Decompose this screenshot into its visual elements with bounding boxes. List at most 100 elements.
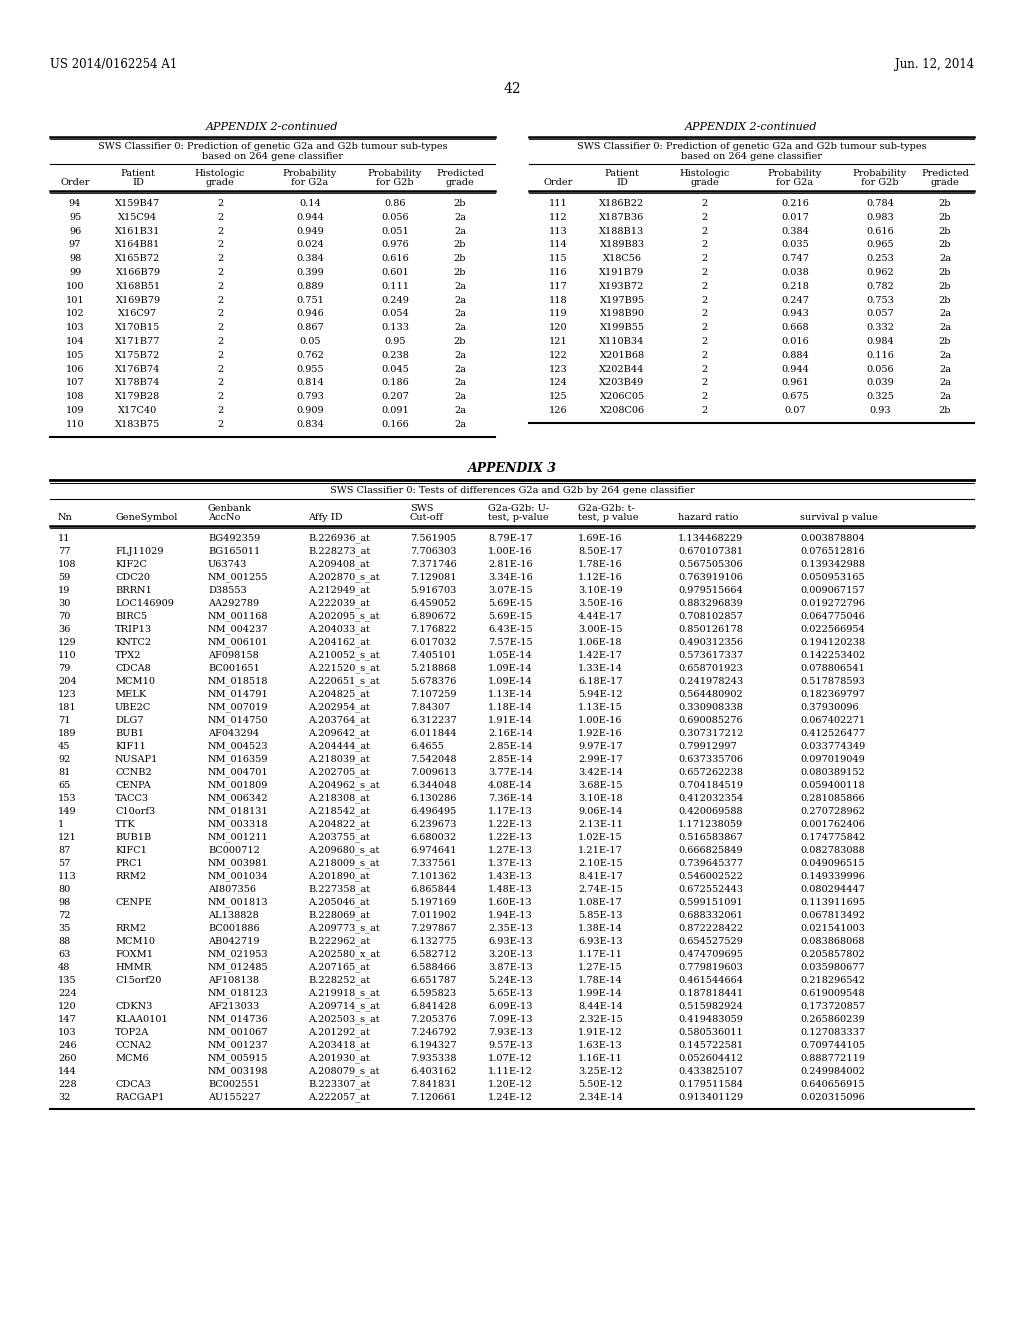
Text: FLJ11029: FLJ11029 bbox=[115, 546, 164, 556]
Text: 0.616: 0.616 bbox=[381, 255, 409, 263]
Text: 120: 120 bbox=[58, 1002, 77, 1011]
Text: 1.08E-17: 1.08E-17 bbox=[578, 898, 623, 907]
Text: 5.69E-15: 5.69E-15 bbox=[488, 611, 532, 620]
Text: 95: 95 bbox=[69, 213, 81, 222]
Text: 0.082783088: 0.082783088 bbox=[800, 846, 864, 854]
Text: 77: 77 bbox=[58, 546, 71, 556]
Text: Order: Order bbox=[60, 178, 90, 187]
Text: A.204162_at: A.204162_at bbox=[308, 638, 370, 647]
Text: 6.194327: 6.194327 bbox=[410, 1040, 457, 1049]
Text: 87: 87 bbox=[58, 846, 71, 854]
Text: 2a: 2a bbox=[454, 420, 466, 429]
Text: X186B22: X186B22 bbox=[599, 199, 645, 209]
Text: 0.850126178: 0.850126178 bbox=[678, 624, 742, 634]
Text: 0.14: 0.14 bbox=[299, 199, 321, 209]
Text: 0.067813492: 0.067813492 bbox=[800, 911, 865, 920]
Text: BG492359: BG492359 bbox=[208, 533, 260, 543]
Text: NM_006101: NM_006101 bbox=[208, 638, 268, 647]
Text: 2: 2 bbox=[701, 268, 709, 277]
Text: 7.935338: 7.935338 bbox=[410, 1053, 457, 1063]
Text: 126: 126 bbox=[549, 407, 567, 414]
Text: 0.946: 0.946 bbox=[296, 309, 324, 318]
Text: 0.249984002: 0.249984002 bbox=[800, 1067, 865, 1076]
Text: BIRC5: BIRC5 bbox=[115, 611, 147, 620]
Text: DLG7: DLG7 bbox=[115, 715, 143, 725]
Text: 7.57E-15: 7.57E-15 bbox=[488, 638, 532, 647]
Text: 2a: 2a bbox=[939, 255, 951, 263]
Text: APPENDIX 2-continued: APPENDIX 2-continued bbox=[685, 121, 818, 132]
Text: 2: 2 bbox=[701, 364, 709, 374]
Text: A.204033_at: A.204033_at bbox=[308, 624, 370, 635]
Text: 2.34E-14: 2.34E-14 bbox=[578, 1093, 623, 1102]
Text: 1.91E-14: 1.91E-14 bbox=[488, 715, 532, 725]
Text: 1.92E-16: 1.92E-16 bbox=[578, 729, 623, 738]
Text: 0.039: 0.039 bbox=[866, 379, 894, 387]
Text: 129: 129 bbox=[58, 638, 77, 647]
Text: 0.054: 0.054 bbox=[381, 309, 409, 318]
Text: 1.171238059: 1.171238059 bbox=[678, 820, 743, 829]
Text: 2: 2 bbox=[701, 240, 709, 249]
Text: 5.69E-15: 5.69E-15 bbox=[488, 598, 532, 607]
Text: 0.332: 0.332 bbox=[866, 323, 894, 333]
Text: BUB1: BUB1 bbox=[115, 729, 144, 738]
Text: 1.16E-11: 1.16E-11 bbox=[578, 1053, 623, 1063]
Text: for G2a: for G2a bbox=[292, 178, 329, 187]
Text: Jun. 12, 2014: Jun. 12, 2014 bbox=[895, 58, 974, 71]
Text: NM_001809: NM_001809 bbox=[208, 780, 268, 791]
Text: HMMR: HMMR bbox=[115, 962, 152, 972]
Text: 0.182369797: 0.182369797 bbox=[800, 689, 865, 698]
Text: 2.16E-14: 2.16E-14 bbox=[488, 729, 532, 738]
Text: 0.097019049: 0.097019049 bbox=[800, 755, 864, 763]
Text: 2a: 2a bbox=[454, 379, 466, 387]
Text: Genbank: Genbank bbox=[208, 504, 252, 512]
Text: Histologic: Histologic bbox=[680, 169, 730, 178]
Text: 3.87E-13: 3.87E-13 bbox=[488, 962, 532, 972]
Text: 224: 224 bbox=[58, 989, 77, 998]
Text: 1.02E-15: 1.02E-15 bbox=[578, 833, 623, 842]
Text: 3.68E-15: 3.68E-15 bbox=[578, 780, 623, 789]
Text: TTK: TTK bbox=[115, 820, 136, 829]
Text: 0.983: 0.983 bbox=[866, 213, 894, 222]
Text: MELK: MELK bbox=[115, 689, 146, 698]
Text: 2a: 2a bbox=[454, 213, 466, 222]
Text: X206C05: X206C05 bbox=[599, 392, 644, 401]
Text: 98: 98 bbox=[69, 255, 81, 263]
Text: X110B34: X110B34 bbox=[599, 337, 645, 346]
Text: 123: 123 bbox=[549, 364, 567, 374]
Text: 2: 2 bbox=[701, 255, 709, 263]
Text: 19: 19 bbox=[58, 586, 71, 594]
Text: 107: 107 bbox=[66, 379, 84, 387]
Text: 1.37E-13: 1.37E-13 bbox=[488, 858, 532, 867]
Text: 45: 45 bbox=[58, 742, 71, 751]
Text: 0.179511584: 0.179511584 bbox=[678, 1080, 743, 1089]
Text: 113: 113 bbox=[58, 871, 77, 880]
Text: TOP2A: TOP2A bbox=[115, 1027, 150, 1036]
Text: A.203418_at: A.203418_at bbox=[308, 1040, 370, 1051]
Text: PRC1: PRC1 bbox=[115, 858, 142, 867]
Text: 6.890672: 6.890672 bbox=[410, 611, 457, 620]
Text: 0.709744105: 0.709744105 bbox=[800, 1040, 865, 1049]
Text: 70: 70 bbox=[58, 611, 71, 620]
Text: AA292789: AA292789 bbox=[208, 598, 259, 607]
Text: 0.412032354: 0.412032354 bbox=[678, 793, 743, 803]
Text: 0.056: 0.056 bbox=[381, 213, 409, 222]
Text: A.204822_at: A.204822_at bbox=[308, 820, 370, 829]
Text: 5.218868: 5.218868 bbox=[410, 664, 457, 673]
Text: 2a: 2a bbox=[939, 364, 951, 374]
Text: CDCA8: CDCA8 bbox=[115, 664, 151, 673]
Text: 1.22E-13: 1.22E-13 bbox=[488, 833, 532, 842]
Text: 0.330908338: 0.330908338 bbox=[678, 702, 742, 711]
Text: 42: 42 bbox=[503, 82, 521, 96]
Text: for G2b: for G2b bbox=[376, 178, 414, 187]
Text: 0.943: 0.943 bbox=[781, 309, 809, 318]
Text: 3.20E-13: 3.20E-13 bbox=[488, 949, 532, 958]
Text: 0.637335706: 0.637335706 bbox=[678, 755, 743, 763]
Text: 30: 30 bbox=[58, 598, 71, 607]
Text: 0.599151091: 0.599151091 bbox=[678, 898, 742, 907]
Text: A.209680_s_at: A.209680_s_at bbox=[308, 846, 379, 855]
Text: 260: 260 bbox=[58, 1053, 77, 1063]
Text: 109: 109 bbox=[66, 407, 84, 414]
Text: 125: 125 bbox=[549, 392, 567, 401]
Text: A.218039_at: A.218039_at bbox=[308, 755, 370, 764]
Text: 1.13E-14: 1.13E-14 bbox=[488, 689, 532, 698]
